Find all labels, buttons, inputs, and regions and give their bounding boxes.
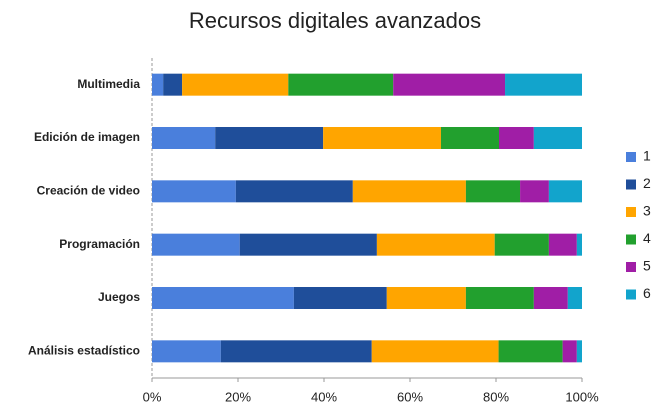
bar-segment [393, 73, 506, 96]
y-tick-label: Programación [59, 237, 140, 251]
bar-segment [498, 340, 563, 363]
x-tick-label: 0% [143, 389, 162, 404]
bar-segment [386, 287, 466, 309]
legend-label: 6 [643, 285, 651, 301]
y-tick-label: Multimedia [77, 77, 140, 91]
y-tick-label: Creación de video [37, 184, 140, 198]
legend-swatch [626, 207, 636, 217]
legend-swatch [626, 179, 636, 190]
bar-segment [352, 180, 466, 203]
legend-label: 1 [643, 148, 651, 164]
bar-segment [576, 340, 582, 363]
legend-label: 2 [643, 175, 651, 191]
bar-segment [323, 127, 441, 149]
bar-segment [371, 340, 499, 363]
bar-segment [562, 340, 577, 363]
x-tick-label: 80% [483, 389, 509, 404]
bar-segment [163, 73, 183, 96]
legend-label: 3 [643, 203, 651, 219]
bar-segment [505, 73, 582, 96]
bar-segment [440, 127, 500, 149]
x-tick-label: 100% [565, 389, 599, 404]
bar-segment [533, 287, 568, 309]
legend-swatch [626, 262, 636, 272]
bar-segment [239, 233, 377, 256]
bar-segment [220, 340, 372, 363]
bar-segment [548, 180, 582, 203]
bar-segment [533, 127, 582, 149]
legend-label: 5 [643, 258, 651, 274]
legend-swatch [626, 152, 636, 162]
bar-segment [494, 233, 549, 256]
bar-segment [465, 287, 534, 309]
bar-segment [235, 180, 353, 203]
y-tick-label: Juegos [98, 290, 140, 304]
bar-segment [152, 180, 236, 203]
bar-segment [152, 127, 216, 149]
bar-segment [152, 73, 164, 96]
bar-segment [152, 233, 240, 256]
x-tick-label: 40% [311, 389, 337, 404]
bar-segment [293, 287, 387, 309]
legend-swatch [626, 234, 636, 245]
bar-segment [288, 73, 394, 96]
bar-segment [567, 287, 582, 309]
bar-segment [182, 73, 289, 96]
bar-segment [499, 127, 534, 149]
legend-label: 4 [643, 230, 651, 246]
y-tick-label: Edición de imagen [34, 130, 140, 144]
bar-segment [576, 233, 582, 256]
legend-swatch [626, 289, 636, 300]
y-tick-label: Análisis estadístico [28, 344, 140, 358]
chart-title: Recursos digitales avanzados [189, 8, 481, 33]
x-tick-label: 60% [397, 389, 423, 404]
bar-segment [152, 340, 221, 363]
bar-segment [465, 180, 521, 203]
bar-segment [548, 233, 577, 256]
x-tick-label: 20% [225, 389, 251, 404]
bar-segment [215, 127, 324, 149]
bar-segment [376, 233, 495, 256]
bar-segment [520, 180, 549, 203]
bar-segment [152, 287, 294, 309]
